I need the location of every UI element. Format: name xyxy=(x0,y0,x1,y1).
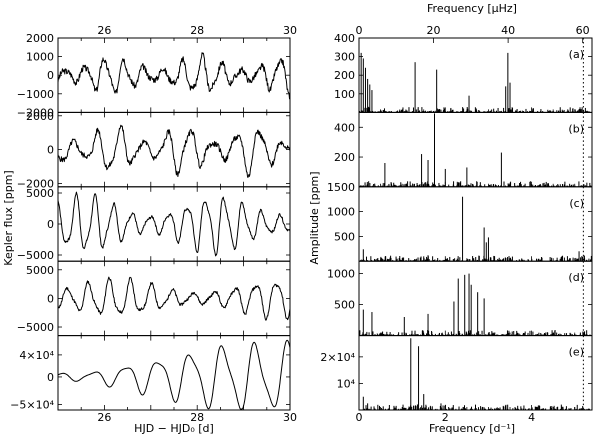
ytick-label: 1000 xyxy=(327,268,355,281)
ytick-label: 100 xyxy=(334,88,355,101)
top-xtick-label: 20 xyxy=(427,24,441,37)
ytick-label: 200 xyxy=(334,69,355,82)
right-ylabel: Amplitude [ppm] xyxy=(308,171,321,264)
left-ylabel: Kepler flux [ppm] xyxy=(2,170,15,265)
top-xtick-label: 40 xyxy=(501,24,515,37)
ytick-label: 2000 xyxy=(26,32,54,45)
ytick-label: 10⁴ xyxy=(337,377,356,390)
panel-frame xyxy=(358,260,593,337)
panel-frame xyxy=(358,111,593,188)
ytick-label: 400 xyxy=(334,32,355,45)
ytick-label: 0 xyxy=(47,144,54,157)
light-curve-series xyxy=(57,276,291,321)
ytick-label: 500 xyxy=(334,299,355,312)
panel-label: (a) xyxy=(569,48,584,61)
right-x2label: Frequency [μHz] xyxy=(427,2,517,15)
panel-label: (c) xyxy=(569,197,584,210)
ytick-label: 2×10⁴ xyxy=(320,351,355,364)
light-curve-series xyxy=(57,124,291,178)
top-xtick-label: 28 xyxy=(190,24,204,37)
light-curve-panel-3: 5000 0 −5000 xyxy=(17,186,291,262)
top-xtick-label: 60 xyxy=(576,24,590,37)
light-curve-series xyxy=(57,191,291,257)
ytick-label: −2000 xyxy=(17,106,54,119)
light-curve-series xyxy=(57,339,291,410)
light-curve-panel-2: 2000 0 −2000 xyxy=(17,110,291,190)
bottom-xtick-label: 28 xyxy=(190,411,204,424)
spectrum-panel-1: 400 300 200 100 (a) xyxy=(334,32,593,113)
ytick-label: −2000 xyxy=(17,177,54,190)
ytick-label: 2000 xyxy=(26,110,54,123)
ytick-label: 500 xyxy=(334,230,355,243)
ytick-label: 1500 xyxy=(327,181,355,194)
ytick-label: −5000 xyxy=(17,321,54,334)
top-xtick-label: 30 xyxy=(283,24,297,37)
light-curve-series xyxy=(57,52,291,100)
ytick-label: 0 xyxy=(47,218,54,231)
left-bottom-axis: 26 28 30 xyxy=(97,411,297,424)
top-xtick-label: 0 xyxy=(356,24,363,37)
light-curve-panel-4: 5000 0 −5000 xyxy=(17,260,291,337)
ytick-label: 400 xyxy=(334,121,355,134)
bottom-xtick-label: 30 xyxy=(283,411,297,424)
right-chart: 400300200100(a)400200(b)15001000500(c)10… xyxy=(308,2,593,435)
ytick-label: 5000 xyxy=(26,187,54,200)
ytick-label: 1000 xyxy=(327,206,355,219)
right-top-axis: 0 20 40 60 xyxy=(356,24,590,43)
right-bottom-axis: 0 2 4 xyxy=(356,411,536,424)
bottom-xtick-label: 2 xyxy=(442,411,449,424)
bottom-xtick-label: 4 xyxy=(528,411,535,424)
panel-label: (b) xyxy=(568,122,584,135)
spectrum-panel-5: 2×10⁴ 10⁴ (e) xyxy=(320,335,593,411)
right-xlabel: Frequency [d⁻¹] xyxy=(429,422,515,435)
left-top-axis: 26 28 30 xyxy=(97,24,297,37)
light-curve-panel-5: 4×10⁴ 0 −5×10⁴ xyxy=(10,335,291,411)
ytick-label: 200 xyxy=(334,151,355,164)
left-chart: 200010000−1000−200020000−200050000−50005… xyxy=(2,24,297,435)
ytick-label: 300 xyxy=(334,51,355,64)
left-xlabel: HJD − HJD₀ [d] xyxy=(134,422,214,435)
panel-frame xyxy=(358,335,593,411)
ytick-label: 5000 xyxy=(26,264,54,277)
spectrum-panel-4: 1000 500 (d) xyxy=(327,260,593,337)
ytick-label: 0 xyxy=(47,69,54,82)
panel-label: (d) xyxy=(568,271,584,284)
panel-frame xyxy=(358,186,593,262)
light-curve-panel-1: 2000 1000 0 −1000 −2000 xyxy=(17,32,291,119)
ytick-label: 0 xyxy=(47,292,54,305)
ytick-label: 4×10⁴ xyxy=(19,349,54,362)
bottom-xtick-label: 0 xyxy=(356,411,363,424)
ytick-label: −5000 xyxy=(17,249,54,262)
top-xtick-label: 26 xyxy=(97,24,111,37)
ytick-label: 0 xyxy=(47,371,54,384)
panel-frame xyxy=(358,37,593,113)
ytick-label: −5×10⁴ xyxy=(10,398,54,411)
bottom-xtick-label: 26 xyxy=(97,411,111,424)
panel-label: (e) xyxy=(569,346,584,359)
ytick-label: −1000 xyxy=(17,88,54,101)
spectrum-panel-2: 400 200 (b) xyxy=(334,111,593,188)
spectrum-panel-3: 1500 1000 500 (c) xyxy=(327,181,593,262)
ytick-label: 1000 xyxy=(26,51,54,64)
